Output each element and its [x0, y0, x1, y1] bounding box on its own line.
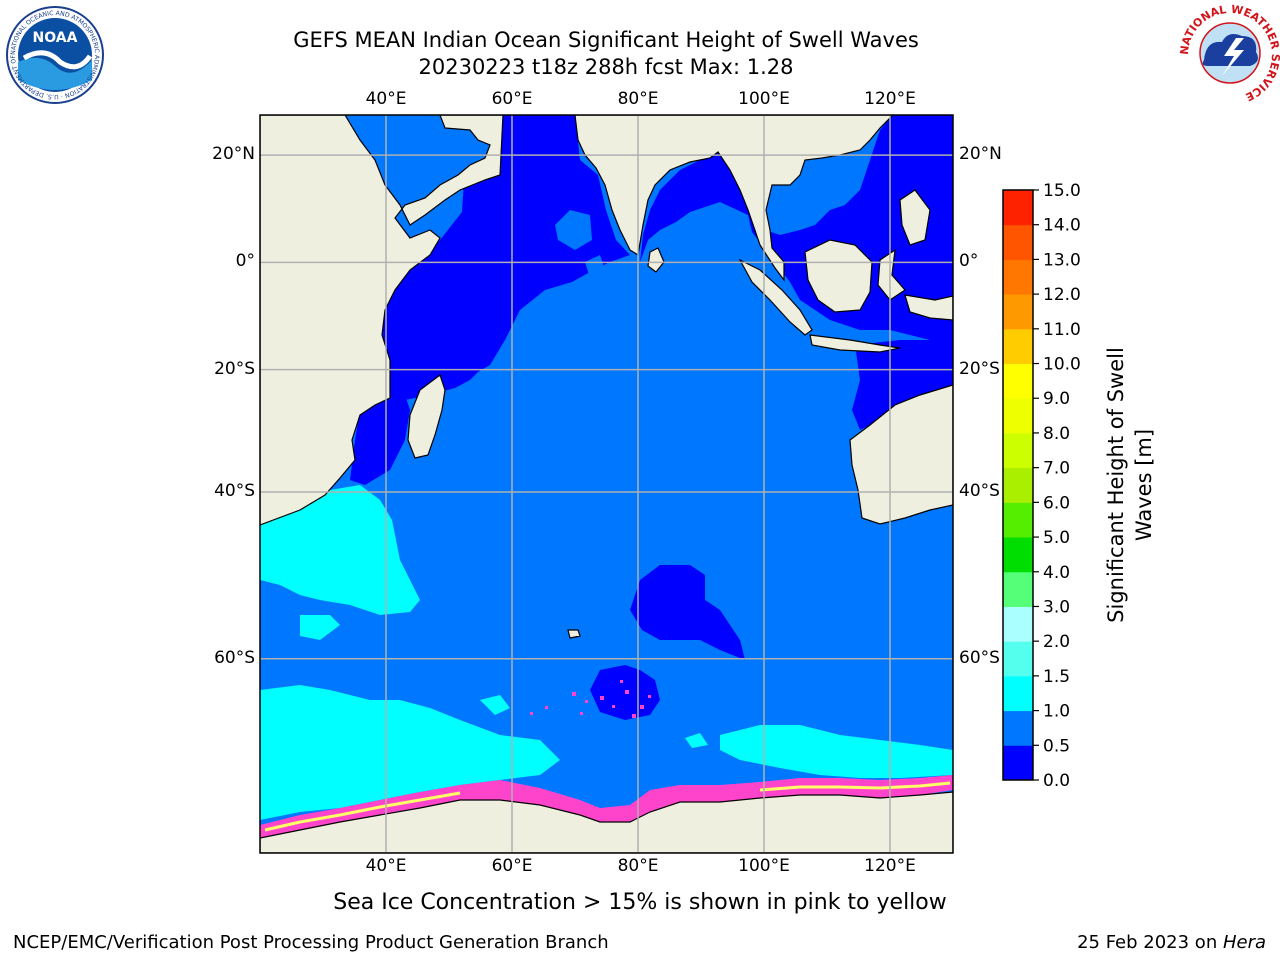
- footer-branch: NCEP/EMC/Verification Post Processing Pr…: [13, 932, 609, 953]
- lon-label-top: 60°E: [491, 89, 533, 109]
- colorbar-tick-label: 8.0: [1043, 424, 1070, 444]
- swell-0.5-1.0-patches: [555, 210, 605, 278]
- footer-date: 25 Feb 2023 on Hera: [1077, 932, 1266, 953]
- colorbar-swatch: [1003, 745, 1033, 781]
- lat-label-right: 20°S: [959, 358, 1000, 379]
- noaa-logo-text: NOAA: [33, 30, 78, 46]
- colorbar-swatch: [1003, 363, 1033, 399]
- colorbar-tick-label: 2.0: [1043, 632, 1070, 652]
- colorbar-swatch: [1003, 224, 1033, 260]
- land-masses: [260, 115, 953, 853]
- lat-label-left: 40°S: [214, 481, 255, 502]
- lon-label-top: 100°E: [738, 89, 790, 109]
- swell-0-0.5-regions: [350, 115, 953, 720]
- colorbar-tick-label: 1.0: [1043, 702, 1070, 722]
- colorbar-swatch: [1003, 537, 1033, 573]
- colorbar-tick-label: 0.5: [1043, 736, 1070, 756]
- colorbar-swatch: [1003, 190, 1033, 226]
- colorbar-swatch: [1003, 328, 1033, 365]
- map-gridlines: [260, 115, 953, 853]
- footer-date-text: 25 Feb 2023 on: [1077, 932, 1223, 953]
- sea-ice-note: Sea Ice Concentration > 15% is shown in …: [0, 890, 1280, 915]
- colorbar-frame: [1002, 189, 1034, 781]
- map-title: GEFS MEAN Indian Ocean Significant Heigh…: [293, 28, 919, 52]
- colorbar-tick-label: 3.0: [1043, 597, 1070, 617]
- nws-logo-icon: NATIONAL WEATHER SERVICE: [1178, 2, 1280, 103]
- sea-ice-note-text: Sea Ice Concentration > 15% is shown in …: [333, 890, 947, 915]
- lat-label-left: 60°S: [214, 647, 255, 668]
- colorbar: 0.0 0.5 1.0 1.5 2.0 3.0 4.0 5.0 6.0 7.0 8.0 9.0 10.0…: [1002, 181, 1081, 791]
- colorbar-swatch: [1003, 432, 1033, 469]
- colorbar-swatch: [1003, 571, 1033, 607]
- colorbar-tick-label: 10.0: [1043, 355, 1081, 375]
- lon-label-top: 80°E: [617, 89, 659, 109]
- colorbar-swatch: [1003, 641, 1033, 677]
- colorbar-swatch: [1003, 467, 1033, 503]
- lat-label-right: 20°N: [959, 144, 1002, 165]
- noaa-logo-icon: NATIONAL OCEANIC AND ATMOSPHERIC ADMINIS…: [0, 0, 104, 104]
- lat-label-left: 20°S: [214, 358, 255, 379]
- colorbar-swatch: [1003, 294, 1033, 330]
- colorbar-tick-label: 1.5: [1043, 667, 1070, 687]
- colorbar-tick-label: 12.0: [1043, 285, 1081, 305]
- map-subtitle: 20230223 t18z 288h fcst Max: 1.28: [418, 55, 794, 79]
- lon-label-bottom: 100°E: [738, 856, 790, 876]
- lat-label-right: 40°S: [959, 481, 1000, 502]
- colorbar-tick-label: 9.0: [1043, 389, 1070, 409]
- colorbar-tick-label: 4.0: [1043, 563, 1070, 583]
- colorbar-swatch: [1003, 606, 1033, 642]
- colorbar-tick-label: 7.0: [1043, 459, 1070, 479]
- colorbar-swatch: [1003, 675, 1033, 712]
- colorbar-label: Significant Height of Swell Waves [m]: [1104, 347, 1156, 623]
- colorbar-swatch: [1003, 502, 1033, 538]
- colorbar-tick-label: 15.0: [1043, 181, 1081, 201]
- map-frame: [259, 114, 954, 854]
- colorbar-tick-label: 13.0: [1043, 250, 1081, 270]
- colorbar-tick-label: 11.0: [1043, 320, 1081, 340]
- lat-label-left: 0°: [235, 251, 255, 272]
- lon-label-top: 40°E: [365, 89, 407, 109]
- colorbar-tick-label: 5.0: [1043, 528, 1070, 548]
- colorbar-tick-label: 14.0: [1043, 216, 1081, 236]
- colorbar-swatch: [1003, 710, 1033, 746]
- colorbar-tick-label: 6.0: [1043, 493, 1070, 513]
- lat-label-right: 60°S: [959, 647, 1000, 668]
- lon-label-bottom: 60°E: [491, 856, 533, 876]
- lat-label-left: 20°N: [212, 144, 255, 165]
- lon-label-bottom: 80°E: [617, 856, 659, 876]
- swell-1.0-1.5-regions: [260, 485, 953, 820]
- lon-label-bottom: 120°E: [864, 856, 916, 876]
- colorbar-swatch: [1003, 259, 1033, 295]
- footer-host: Hera: [1222, 932, 1266, 953]
- colorbar-tick-label: 0.0: [1043, 771, 1070, 791]
- map-area: [260, 115, 953, 853]
- lon-label-top: 120°E: [864, 89, 916, 109]
- lon-label-bottom: 40°E: [365, 856, 407, 876]
- lat-label-right: 0°: [959, 251, 979, 272]
- sea-ice-bands: [260, 680, 953, 838]
- colorbar-swatch: [1003, 398, 1033, 434]
